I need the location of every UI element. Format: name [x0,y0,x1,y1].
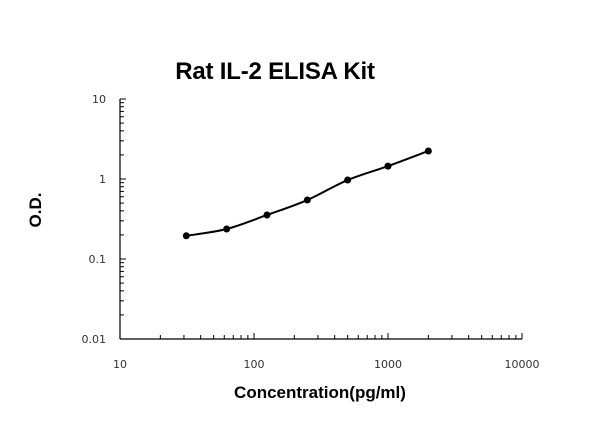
y-tick-label: 0.01 [82,333,107,346]
data-point [263,211,271,219]
y-tick-label: 10 [92,93,106,106]
x-tick-label: 1000 [374,358,402,371]
data-point [303,196,311,204]
y-tick-label: 0.1 [89,253,107,266]
y-tick-label: 1 [99,173,106,186]
data-point [384,162,392,170]
data-point [424,147,432,155]
x-axis-label: Concentration(pg/ml) [234,383,406,402]
data-point [223,225,231,233]
data-points [182,147,432,240]
data-point [344,176,352,184]
x-tick-label: 100 [244,358,265,371]
axes: 0.01 0.1 1 10 10 100 1000 10000 [82,93,540,371]
x-tick-label: 10 [113,358,127,371]
x-tick-label: 10000 [505,358,540,371]
fit-curve [186,150,429,237]
chart-title: Rat IL-2 ELISA Kit [175,58,375,85]
data-point [182,232,190,240]
